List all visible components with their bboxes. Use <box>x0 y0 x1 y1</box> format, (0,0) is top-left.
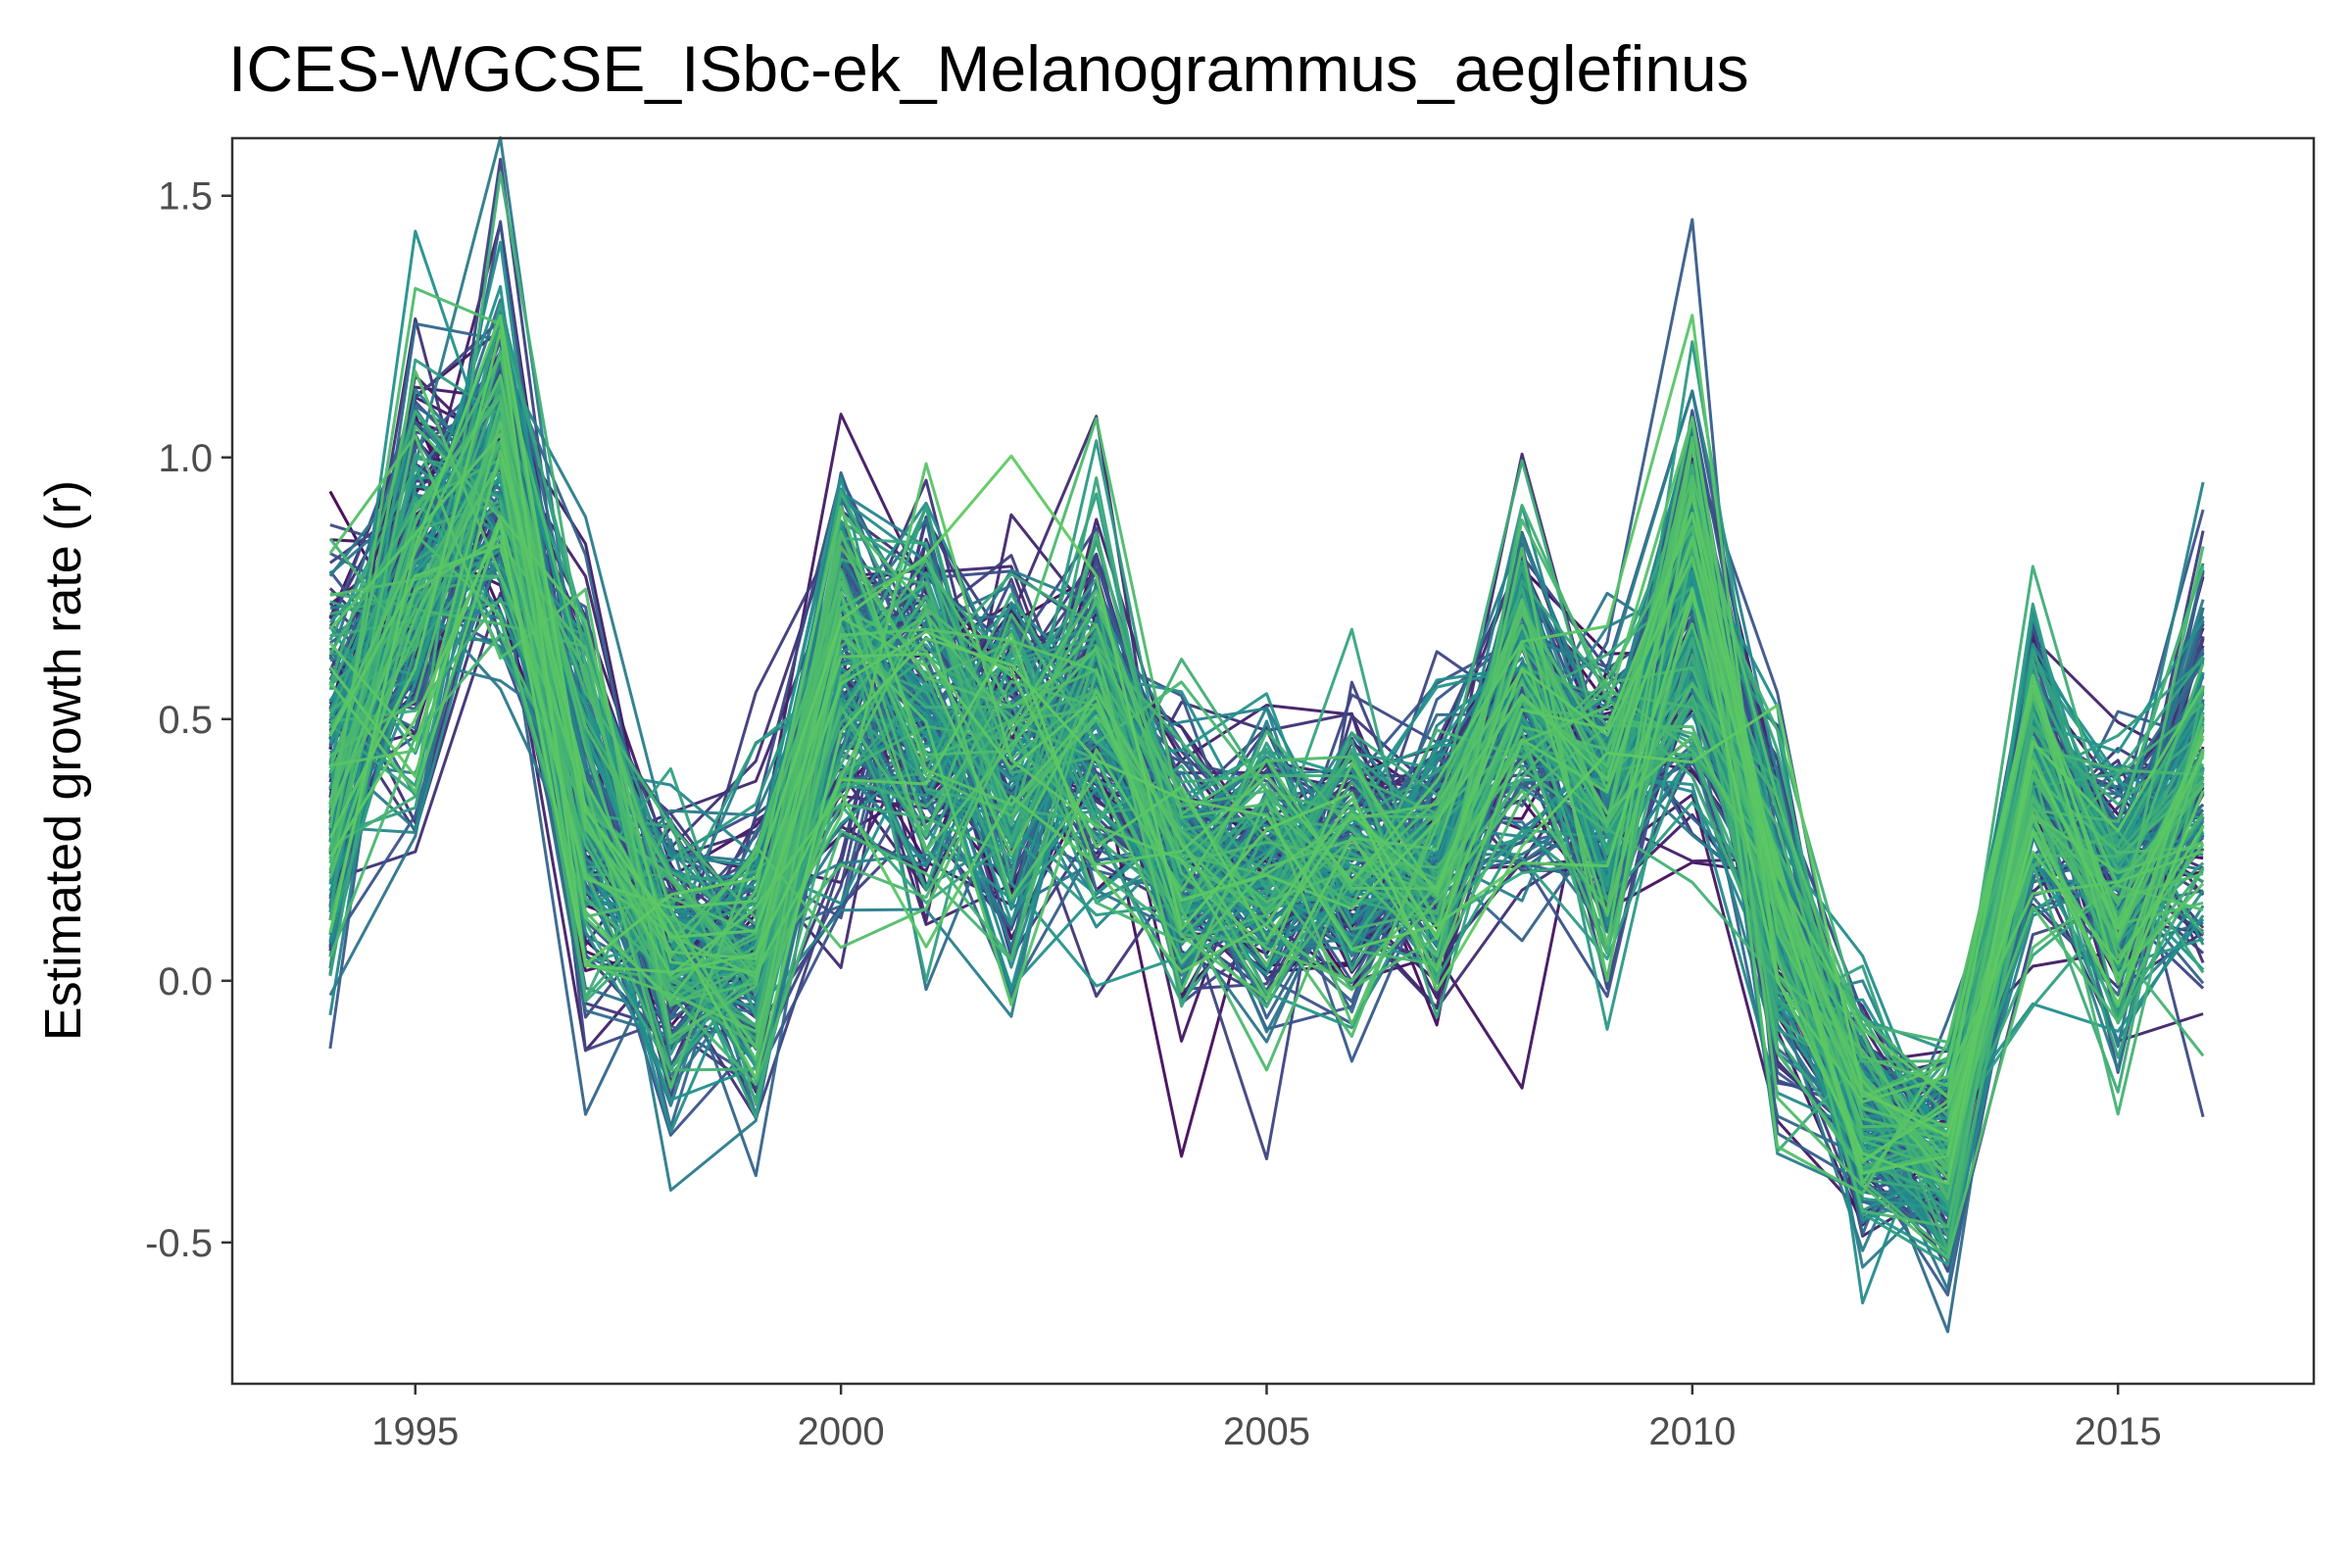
series-line <box>328 314 2204 1103</box>
y-tick-label: 0.5 <box>158 699 213 742</box>
series-layer <box>328 136 2205 1334</box>
series-line <box>328 349 2205 1116</box>
series-line <box>328 328 2205 1175</box>
series-line <box>328 494 2205 1099</box>
series-line <box>328 314 2205 1186</box>
y-tick-label: 1.0 <box>158 437 213 480</box>
series-line <box>328 462 2205 1099</box>
x-tick-label: 2000 <box>798 1410 885 1453</box>
y-tick-label: 0.0 <box>158 960 213 1004</box>
series-line <box>328 369 2205 1090</box>
x-tick-label: 2010 <box>1648 1410 1736 1453</box>
series-line <box>328 416 2205 1063</box>
x-tick-label: 2005 <box>1223 1410 1310 1453</box>
plot-panel-border <box>230 136 2316 1386</box>
series-line <box>328 392 2205 1143</box>
x-tick-label: 1995 <box>371 1410 459 1453</box>
x-axis: 1995 2000 2005 2010 2015 <box>371 1384 2162 1453</box>
y-axis-title: Estimated growth rate (r) <box>35 480 92 1041</box>
series-line <box>328 458 2205 1253</box>
series-line <box>328 456 2205 1213</box>
chart-title: ICES-WGCSE_ISbc-ek_Melanogrammus_aeglefi… <box>228 32 1749 105</box>
y-tick-label: -0.5 <box>145 1222 213 1265</box>
series-line <box>328 454 2205 1139</box>
series-line <box>328 463 2205 1098</box>
x-tick-label: 2015 <box>2075 1410 2162 1453</box>
y-axis: -0.5 0.0 0.5 1.0 1.5 <box>145 175 232 1265</box>
y-tick-label: 1.5 <box>158 175 213 219</box>
